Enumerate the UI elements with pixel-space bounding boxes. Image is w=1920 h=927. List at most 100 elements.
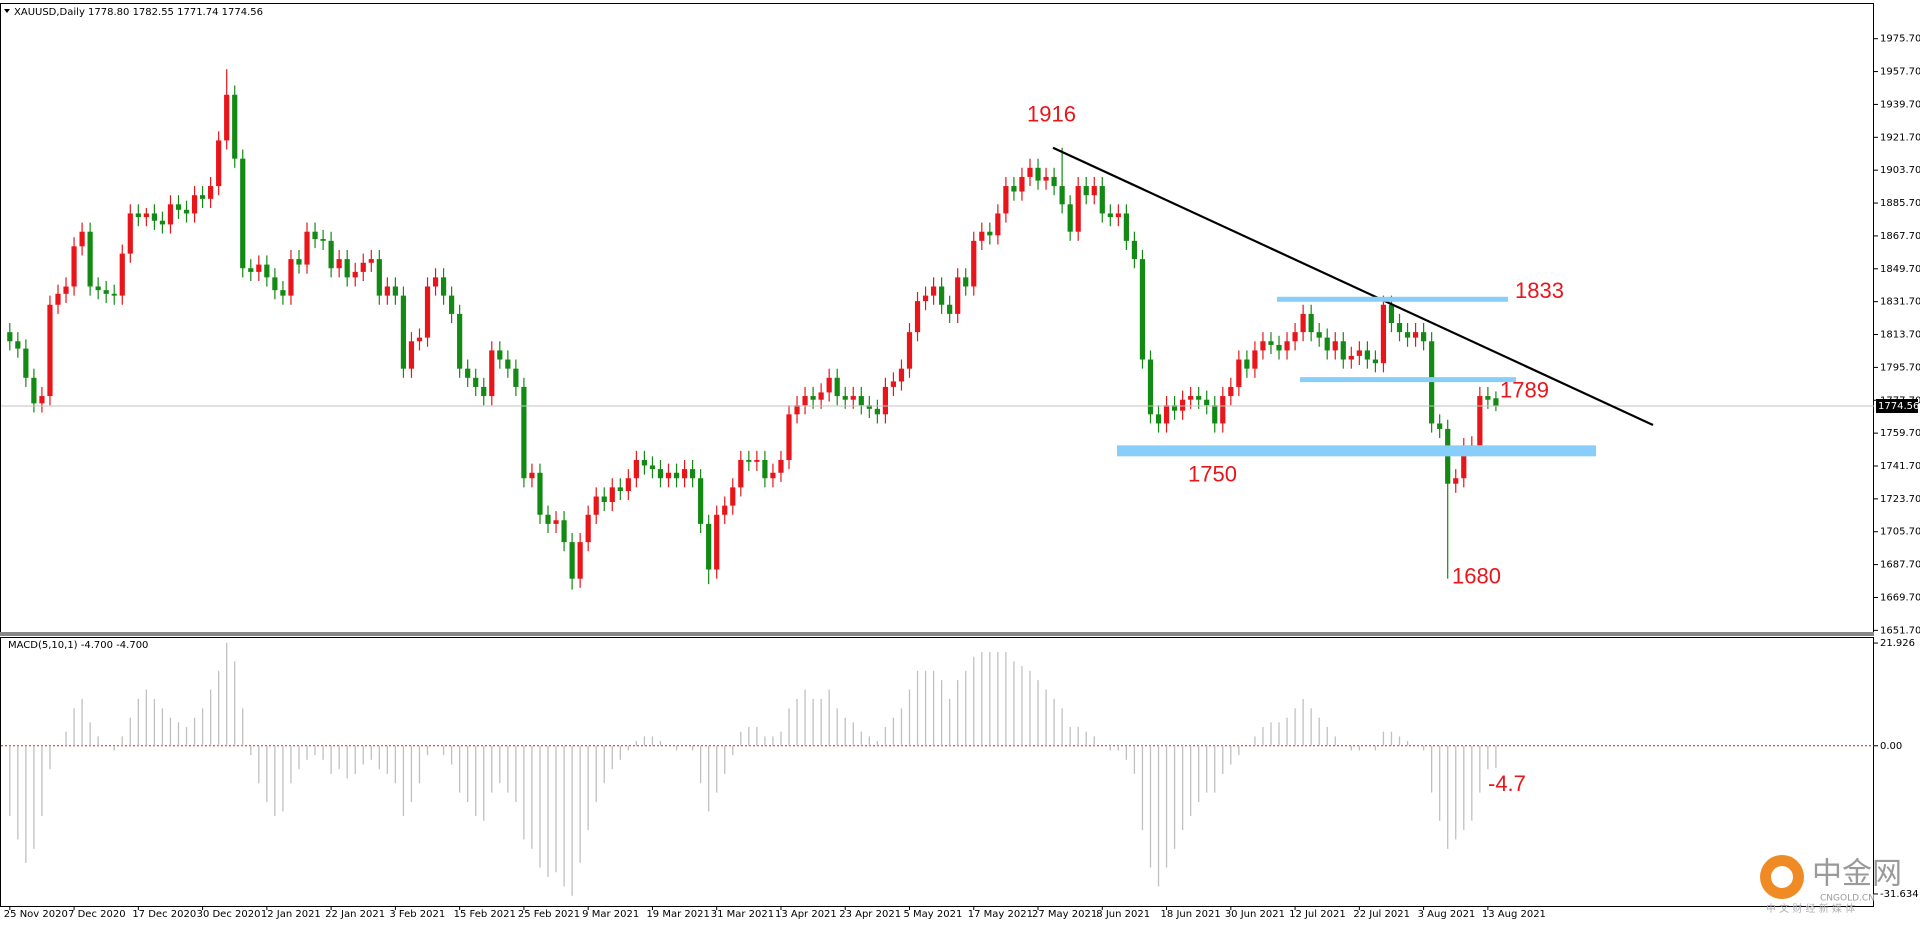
candle-body xyxy=(1404,332,1411,338)
y-tick-label: 1813.70 xyxy=(1880,330,1920,341)
candle-body xyxy=(1107,213,1113,218)
candle-body xyxy=(1099,186,1105,214)
candle-body xyxy=(159,220,166,225)
candle-body xyxy=(690,469,696,479)
candle-body xyxy=(914,301,921,333)
price-zone xyxy=(1300,377,1516,383)
watermark: 中金网 CNGOLD.CN 中 文 财 经 新 媒 体 xyxy=(1760,855,1902,915)
candle-body xyxy=(561,520,567,543)
candle-body xyxy=(1388,304,1395,324)
annotation: 1916 xyxy=(1027,102,1076,127)
candle-body xyxy=(754,459,760,462)
candle-body xyxy=(1461,447,1467,479)
current-price-label: 1774.56 xyxy=(1878,401,1919,412)
candle-body xyxy=(593,496,599,515)
candle-body xyxy=(1308,313,1314,333)
candle-body xyxy=(457,313,463,369)
candle-body xyxy=(424,286,431,338)
x-tick-label: 25 Feb 2021 xyxy=(518,909,580,920)
candle-body xyxy=(127,213,133,254)
candle-body xyxy=(521,386,527,479)
y-tick-label: 1867.70 xyxy=(1880,231,1920,242)
chart-title: XAUUSD,Daily 1778.80 1782.55 1771.74 177… xyxy=(14,7,263,18)
candle-body xyxy=(473,377,479,387)
candle-body xyxy=(175,204,182,210)
candle-body xyxy=(384,286,390,296)
candle-body xyxy=(272,277,278,291)
pane-separator xyxy=(0,632,1874,636)
x-tick-label: 22 Jan 2021 xyxy=(325,909,385,920)
candle-body xyxy=(1163,405,1170,424)
candle-body xyxy=(1011,186,1017,192)
candle-body xyxy=(649,465,656,470)
candle-body xyxy=(818,392,824,400)
x-tick-label: 31 Mar 2021 xyxy=(711,909,774,920)
watermark-name: 中金网 xyxy=(1812,857,1902,892)
macd-title: MACD(5,10,1) -4.700 -4.700 xyxy=(8,640,148,651)
candle-body xyxy=(898,368,905,382)
candle-body xyxy=(1412,332,1419,338)
y-tick-label: 0.00 xyxy=(1880,741,1902,752)
candle-body xyxy=(465,368,471,378)
candle-body xyxy=(232,94,238,159)
candle-body xyxy=(577,542,583,579)
candle-body xyxy=(449,295,455,314)
candle-body xyxy=(738,459,744,488)
candle-body xyxy=(529,472,535,479)
candle-body xyxy=(1477,396,1483,446)
candle-body xyxy=(39,396,45,404)
candle-body xyxy=(1059,186,1065,205)
x-tick-label: 5 May 2021 xyxy=(903,909,962,920)
candle-body xyxy=(955,277,961,314)
candle-body xyxy=(1188,396,1194,400)
x-tick-label: 12 Jan 2021 xyxy=(261,909,321,920)
candle-body xyxy=(15,341,21,349)
candle-body xyxy=(947,304,953,314)
candle-body xyxy=(1196,396,1202,400)
candle-body xyxy=(866,405,872,409)
candle-body xyxy=(537,472,543,515)
candle-body xyxy=(1155,414,1162,424)
candle-body xyxy=(63,286,69,294)
candle-body xyxy=(111,293,117,296)
candle-body xyxy=(352,271,358,278)
candle-body xyxy=(609,487,615,502)
candle-body xyxy=(617,487,623,492)
candle-body xyxy=(906,332,913,369)
candle-body xyxy=(1067,204,1073,232)
annotation: -4.7 xyxy=(1488,771,1526,796)
candle-body xyxy=(1421,332,1427,342)
candle-body xyxy=(1220,396,1226,424)
x-tick-label: 27 May 2021 xyxy=(1032,909,1097,920)
x-tick-label: 15 Feb 2021 xyxy=(454,909,516,920)
candle-body xyxy=(55,293,61,305)
candle-body xyxy=(392,286,398,296)
candle-body xyxy=(826,377,832,393)
candle-body xyxy=(1396,323,1403,333)
candle-body xyxy=(320,239,326,241)
candle-body xyxy=(1380,304,1387,364)
candle-body xyxy=(1083,186,1089,196)
candle-body xyxy=(633,459,639,479)
candle-body xyxy=(1075,186,1081,232)
x-tick-label: 13 Aug 2021 xyxy=(1482,909,1546,920)
candle-body xyxy=(1236,359,1242,387)
x-tick-label: 30 Jun 2021 xyxy=(1225,909,1285,920)
candle-body xyxy=(1268,341,1274,345)
candle-body xyxy=(135,213,141,218)
candle-body xyxy=(545,514,551,524)
candle-body xyxy=(963,277,969,287)
candle-body xyxy=(1204,399,1210,406)
watermark-slogan: 中 文 财 经 新 媒 体 xyxy=(1766,902,1855,915)
candle-body xyxy=(1115,213,1121,218)
candle-body xyxy=(167,204,174,225)
candle-body xyxy=(216,140,222,187)
candle-body xyxy=(1228,386,1234,397)
x-tick-label: 3 Aug 2021 xyxy=(1418,909,1476,920)
annotation: 1750 xyxy=(1188,462,1237,487)
candle-body xyxy=(842,396,848,400)
candle-body xyxy=(1356,350,1362,356)
y-tick-label: 1705.70 xyxy=(1880,527,1920,538)
candle-body xyxy=(1340,341,1346,360)
